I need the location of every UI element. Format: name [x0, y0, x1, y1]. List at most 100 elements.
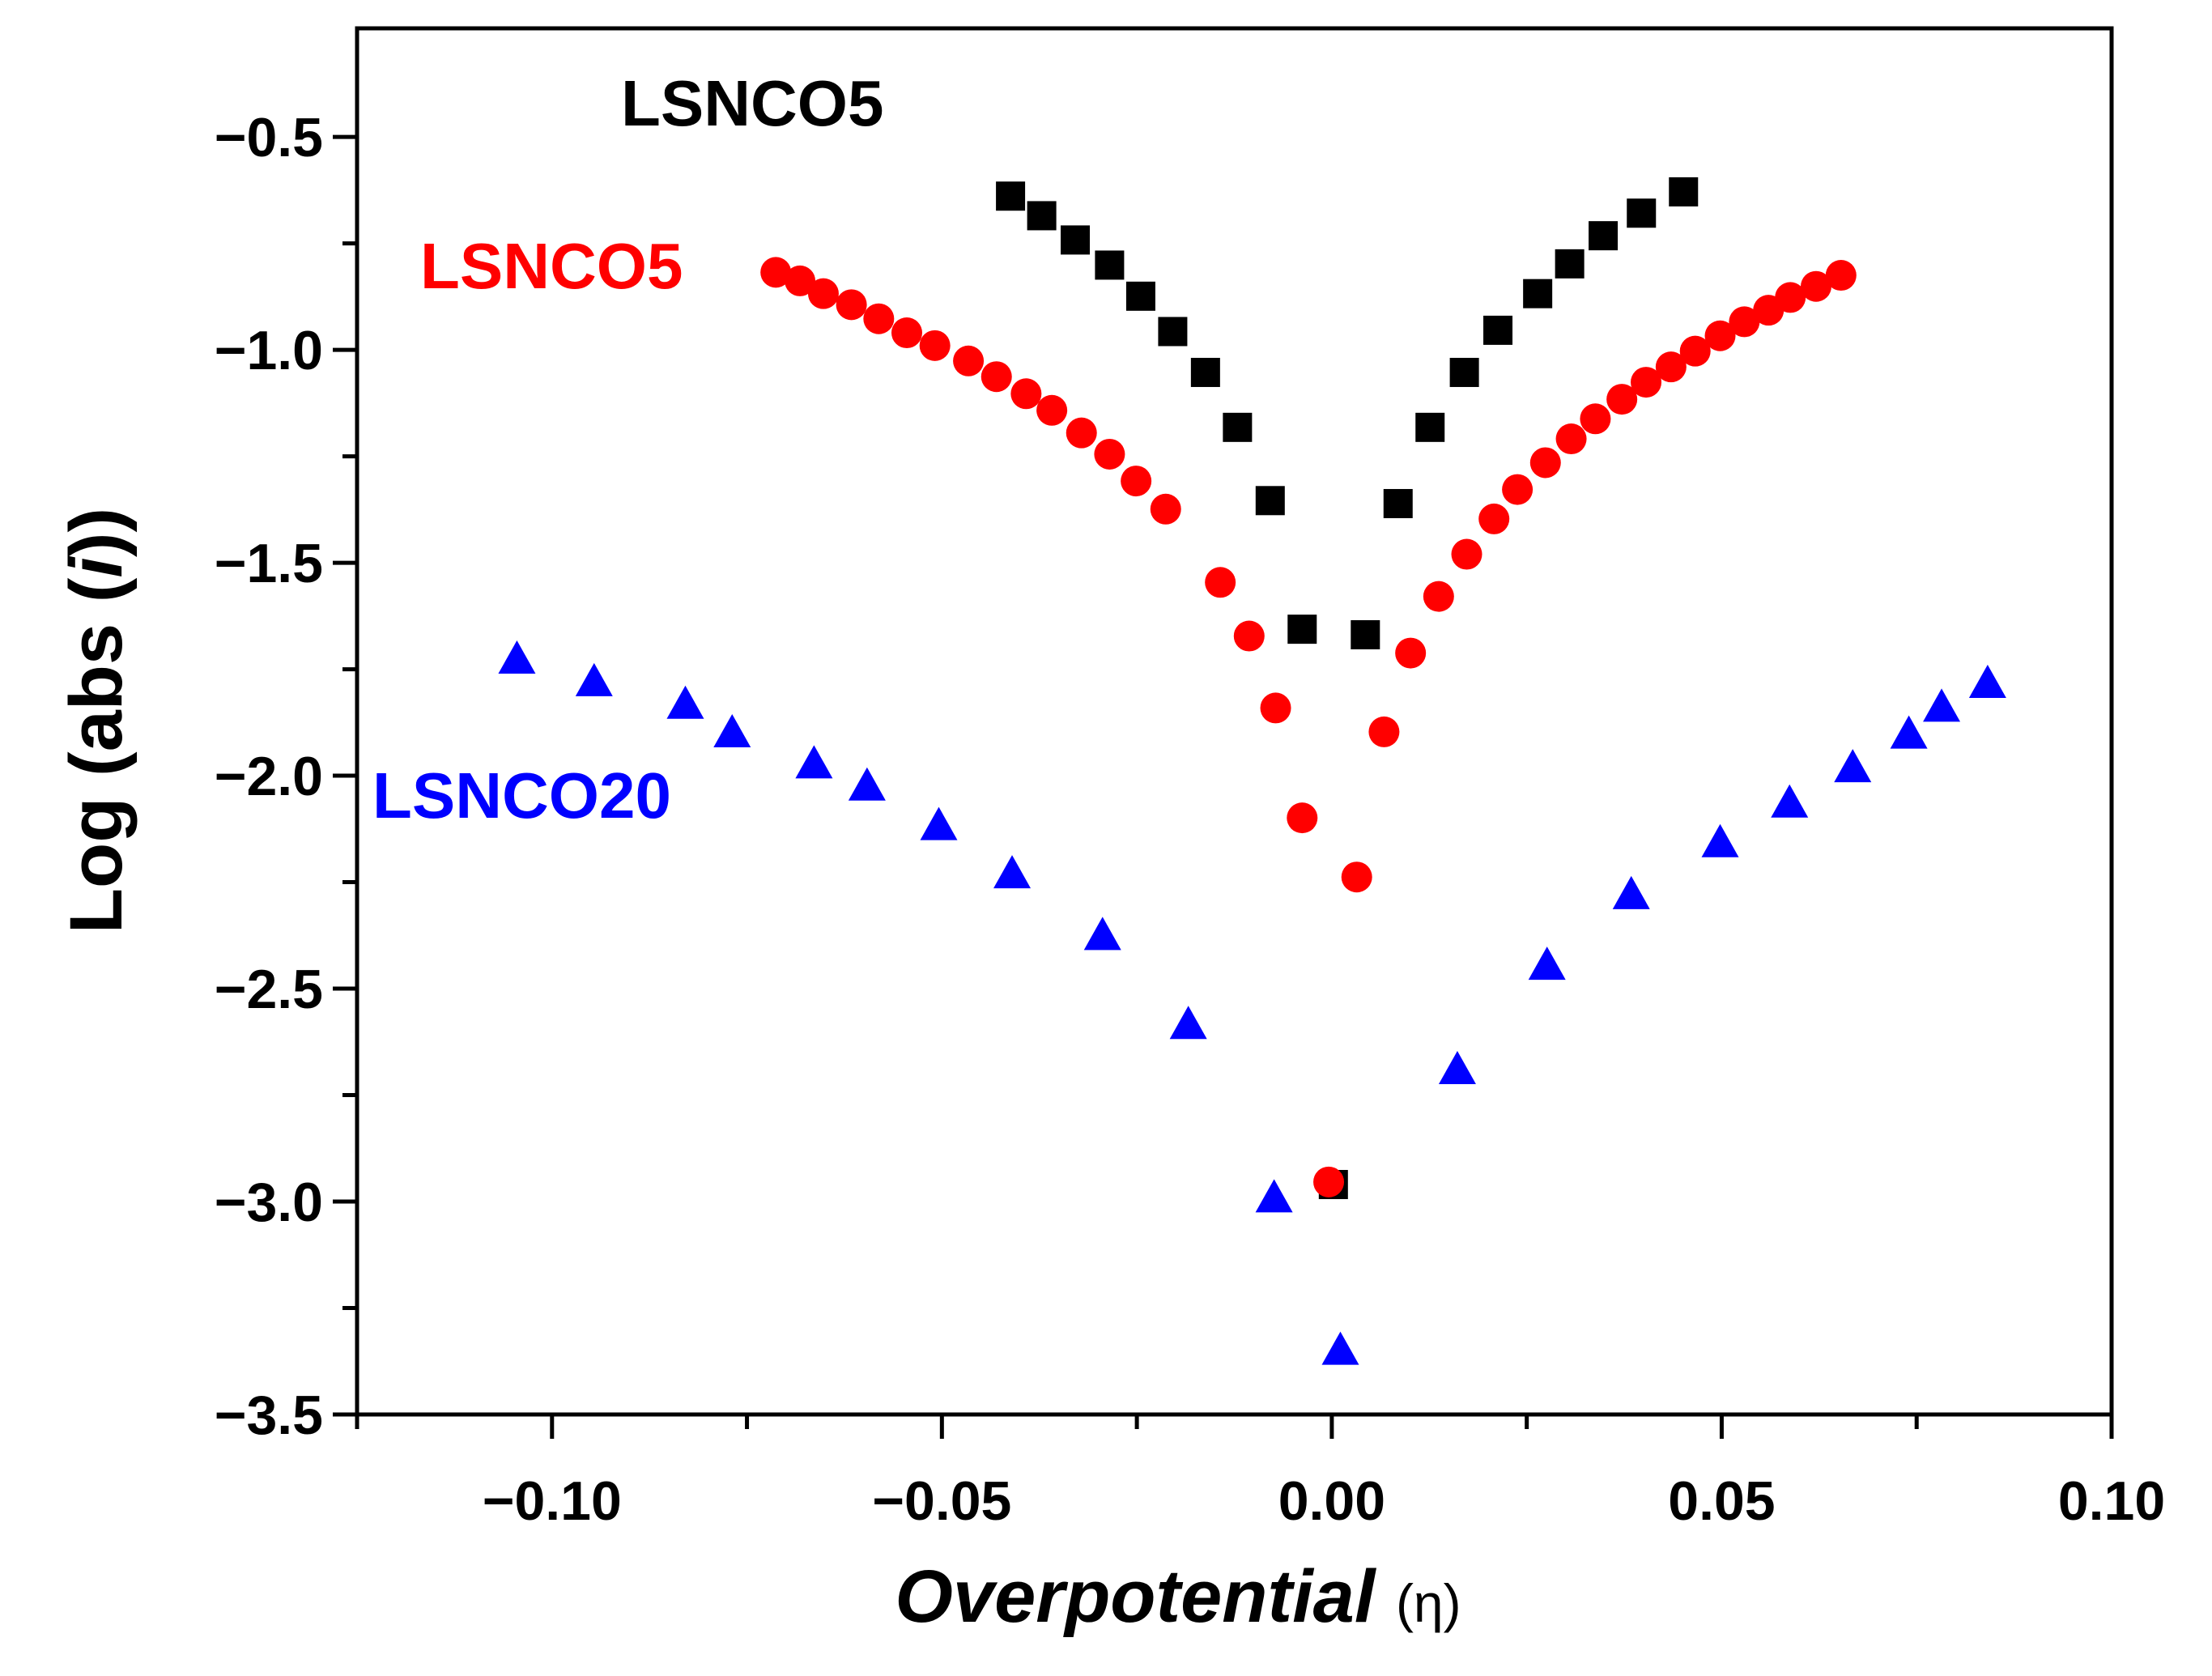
data-point-square: [1449, 357, 1479, 387]
data-point-triangle: [1438, 1051, 1476, 1085]
data-point-circle: [981, 361, 1012, 393]
data-point-triangle: [1968, 664, 2006, 698]
data-point-circle: [1555, 423, 1587, 455]
series-label-lsnco20: LSNCO20: [372, 759, 671, 832]
y-tick-label: −1.0: [215, 320, 323, 381]
y-tick-label: −3.0: [215, 1172, 323, 1233]
data-point-triangle: [920, 806, 958, 840]
data-point-square: [1627, 198, 1657, 228]
data-point-triangle: [1169, 1006, 1207, 1040]
data-marks: [498, 177, 2006, 1365]
data-point-square: [1523, 279, 1553, 308]
data-point-circle: [1150, 493, 1181, 525]
data-point-square: [1483, 315, 1513, 345]
data-point-circle: [1606, 384, 1638, 415]
y-tick-label: −2.5: [215, 959, 323, 1020]
series-circle: [760, 257, 1857, 1197]
data-point-circle: [1205, 567, 1236, 598]
y-axis-title-suffix: )): [55, 508, 138, 557]
data-point-circle: [953, 345, 985, 376]
data-point-circle: [1423, 581, 1454, 612]
data-point-circle: [1800, 270, 1831, 302]
data-point-square: [1555, 249, 1585, 279]
x-tick-label: 0.05: [1668, 1470, 1775, 1532]
data-point-circle: [1341, 861, 1372, 893]
series-label-lsnco5-red: LSNCO5: [420, 230, 683, 302]
data-point-circle: [1825, 260, 1857, 291]
data-point-circle: [1368, 716, 1400, 747]
data-point-square: [1190, 357, 1220, 387]
data-point-circle: [1580, 403, 1611, 435]
data-point-square: [1287, 615, 1317, 644]
data-point-square: [1027, 201, 1057, 231]
y-axis-title: Log (abs (i)): [55, 508, 138, 934]
data-point-circle: [1529, 447, 1561, 479]
data-point-circle: [1395, 637, 1427, 669]
data-point-triangle: [1255, 1179, 1293, 1213]
data-point-circle: [1066, 417, 1097, 449]
data-point-circle: [836, 289, 867, 321]
data-point-circle: [1478, 503, 1510, 534]
data-point-square: [1383, 488, 1413, 518]
data-point-circle: [1729, 306, 1760, 338]
data-point-square: [1095, 250, 1125, 280]
x-tick-label: 0.00: [1278, 1470, 1385, 1532]
data-point-triangle: [1834, 749, 1872, 783]
data-point-circle: [1451, 538, 1482, 570]
data-point-circle: [1313, 1166, 1345, 1197]
data-point-triangle: [1612, 875, 1650, 909]
y-tick-label: −3.5: [215, 1385, 323, 1446]
data-point-triangle: [993, 855, 1032, 889]
x-axis-unit: (η): [1396, 1573, 1461, 1633]
data-point-square: [1125, 281, 1155, 311]
data-point-circle: [1094, 438, 1125, 470]
data-point-circle: [1631, 367, 1662, 398]
data-point-circle: [1775, 282, 1806, 313]
data-point-triangle: [1083, 917, 1121, 951]
data-point-circle: [760, 257, 792, 288]
data-point-circle: [807, 278, 839, 309]
data-point-triangle: [1701, 823, 1739, 857]
x-axis-title-text: Overpotential: [895, 1555, 1376, 1638]
plot-frame: [355, 26, 2114, 1417]
data-point-circle: [863, 303, 895, 334]
data-point-circle: [1036, 394, 1068, 426]
data-point-square: [1223, 412, 1253, 442]
data-point-circle: [1704, 320, 1736, 351]
y-tick-label: −2.0: [215, 746, 323, 807]
data-point-triangle: [1528, 946, 1566, 981]
data-point-square: [1669, 177, 1699, 206]
data-point-circle: [919, 330, 951, 361]
data-point-circle: [1010, 378, 1042, 410]
data-point-triangle: [1321, 1331, 1359, 1365]
y-tick-label: −0.5: [215, 107, 323, 168]
series-square: [996, 177, 1699, 1199]
data-point-circle: [891, 317, 922, 349]
data-point-triangle: [575, 662, 613, 696]
data-point-circle: [1233, 620, 1265, 652]
y-axis-ticks: −0.5 −1.0 −1.5 −2.0 −2.5 −3.0 −3.5: [215, 107, 357, 1446]
data-point-triangle: [848, 767, 886, 801]
data-point-square: [1158, 317, 1188, 347]
data-point-circle: [1655, 351, 1687, 383]
x-axis-ticks: −0.10 −0.05 0.00 0.05 0.10: [355, 1414, 2165, 1532]
x-tick-label: −0.05: [872, 1470, 1011, 1532]
data-point-square: [1589, 221, 1619, 251]
data-point-circle: [1260, 692, 1291, 724]
data-point-square: [996, 181, 1026, 211]
data-point-triangle: [1771, 784, 1809, 818]
series-triangle: [498, 640, 2006, 1365]
data-point-circle: [1121, 466, 1152, 497]
data-point-triangle: [666, 685, 704, 719]
data-point-square: [1351, 619, 1380, 649]
data-point-circle: [1679, 335, 1711, 367]
y-tick-label: −1.5: [215, 533, 323, 594]
data-point-square: [1061, 225, 1091, 255]
data-point-triangle: [1890, 715, 1928, 749]
series-label-lsnco5-black: LSNCO5: [621, 67, 884, 139]
data-point-triangle: [713, 713, 751, 747]
data-point-circle: [1287, 802, 1318, 834]
data-point-circle: [1502, 474, 1534, 505]
x-tick-label: 0.10: [2058, 1470, 2165, 1532]
x-axis-title: Overpotential (η): [895, 1555, 1461, 1638]
